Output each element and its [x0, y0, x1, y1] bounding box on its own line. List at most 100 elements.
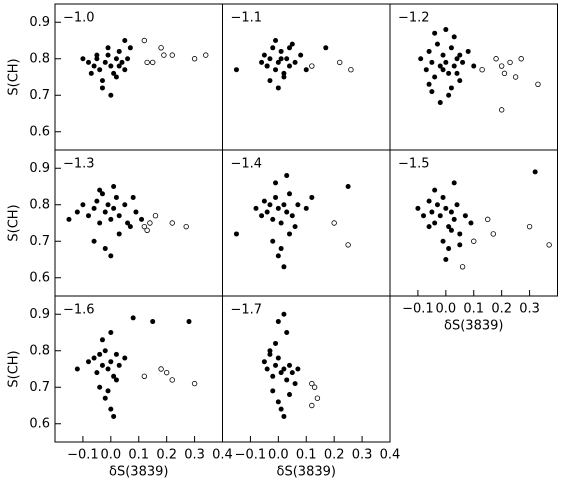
point [122, 202, 128, 208]
point [127, 224, 133, 230]
point [116, 231, 122, 237]
point [141, 37, 148, 44]
point [526, 223, 533, 230]
x-tick-label: 0.2 [491, 302, 512, 317]
point [108, 253, 114, 259]
point [281, 413, 287, 419]
point [278, 246, 284, 252]
y-tick-label: 0.8 [29, 51, 50, 66]
point [99, 85, 105, 91]
point [532, 169, 538, 175]
panel-frame [222, 149, 391, 297]
point [267, 351, 273, 357]
point [443, 205, 449, 211]
point [273, 340, 279, 346]
point [309, 402, 315, 409]
point [498, 63, 505, 69]
x-tick-label: −0.1 [67, 448, 99, 463]
point [284, 56, 290, 62]
point [111, 413, 117, 419]
x-tick-label: 0.2 [324, 448, 345, 463]
point [147, 220, 153, 226]
panel-frame [222, 295, 391, 443]
point [275, 319, 281, 325]
point [270, 388, 276, 394]
panel-frame [54, 149, 223, 297]
point [459, 264, 466, 270]
point [191, 380, 198, 387]
point [311, 384, 318, 390]
point [86, 213, 91, 219]
panel-frame [54, 3, 223, 151]
point [66, 216, 72, 222]
point [309, 194, 315, 200]
point [437, 100, 443, 106]
point [471, 238, 477, 244]
point [323, 45, 329, 51]
x-tick-label: −0.1 [235, 448, 267, 463]
point [144, 227, 150, 233]
point [116, 362, 122, 368]
point [169, 377, 175, 383]
point [490, 231, 496, 237]
point [451, 180, 457, 186]
x-tick-label: 0.3 [352, 448, 373, 463]
point [94, 56, 100, 62]
point [451, 216, 457, 222]
point [152, 212, 159, 219]
point [284, 173, 290, 179]
point [105, 45, 111, 51]
point [518, 56, 524, 62]
point [273, 67, 279, 73]
point [91, 355, 97, 361]
point [139, 216, 145, 222]
x-tick-label: 0.1 [296, 448, 317, 463]
point [454, 202, 460, 208]
y-tick-label: 0.6 [29, 270, 50, 285]
point [434, 41, 440, 47]
point [278, 370, 284, 376]
point [284, 209, 290, 215]
point [113, 194, 119, 200]
point [468, 220, 474, 226]
point [454, 70, 460, 76]
x-tick-label: −0.1 [402, 302, 434, 317]
point [233, 231, 239, 237]
point [451, 34, 457, 40]
point [292, 224, 298, 230]
point [287, 191, 292, 197]
point [289, 370, 295, 376]
point [432, 187, 438, 193]
point [451, 63, 457, 69]
point [426, 224, 432, 230]
point [169, 220, 175, 226]
point [116, 213, 122, 219]
point [94, 370, 100, 376]
point [281, 74, 287, 80]
y-axis-label: S(CH) [7, 58, 22, 95]
point [105, 52, 111, 58]
point [99, 362, 105, 368]
y-axis-label: S(CH) [7, 204, 22, 241]
point [443, 257, 449, 262]
point [113, 56, 119, 62]
point [415, 205, 421, 211]
point [345, 184, 351, 189]
x-tick-label: 0.0 [268, 448, 289, 463]
point [281, 202, 287, 208]
point [512, 74, 519, 80]
point [88, 70, 94, 76]
panel-label: −1.5 [398, 157, 430, 172]
point [273, 180, 279, 186]
point [348, 66, 354, 73]
point [116, 48, 122, 54]
point [108, 330, 114, 335]
point [113, 74, 119, 80]
point [309, 63, 315, 69]
point [108, 406, 114, 412]
point [446, 246, 452, 252]
point [127, 45, 133, 51]
point [432, 30, 438, 36]
y-axis-label: S(CH) [7, 350, 22, 387]
